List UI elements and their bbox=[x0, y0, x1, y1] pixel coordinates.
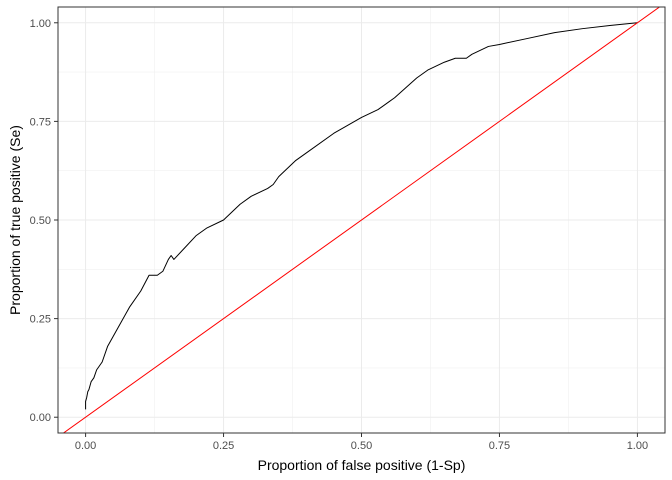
x-tick-label: 0.75 bbox=[489, 440, 510, 452]
axis-ticks: 0.00 0.25 0.50 0.75 1.00 0.00 0.25 0.50 0.75 1.00 bbox=[30, 18, 649, 452]
x-tick-label: 0.50 bbox=[351, 440, 372, 452]
grid bbox=[58, 7, 665, 433]
y-tick-label: 0.75 bbox=[30, 116, 51, 128]
reference-diagonal-line bbox=[62, 7, 661, 433]
y-axis-title: Proportion of true positive (Se) bbox=[7, 125, 23, 315]
y-tick-label: 1.00 bbox=[30, 18, 51, 30]
x-tick-label: 0.00 bbox=[75, 440, 96, 452]
x-tick-label: 0.25 bbox=[213, 440, 234, 452]
y-tick-label: 0.25 bbox=[30, 314, 51, 326]
y-tick-label: 0.50 bbox=[30, 215, 51, 227]
series-layer bbox=[62, 7, 661, 433]
roc-curve-line bbox=[85, 22, 638, 410]
x-axis-title: Proportion of false positive (1-Sp) bbox=[258, 457, 466, 473]
x-tick-label: 1.00 bbox=[627, 440, 648, 452]
y-tick-label: 0.00 bbox=[30, 412, 51, 424]
